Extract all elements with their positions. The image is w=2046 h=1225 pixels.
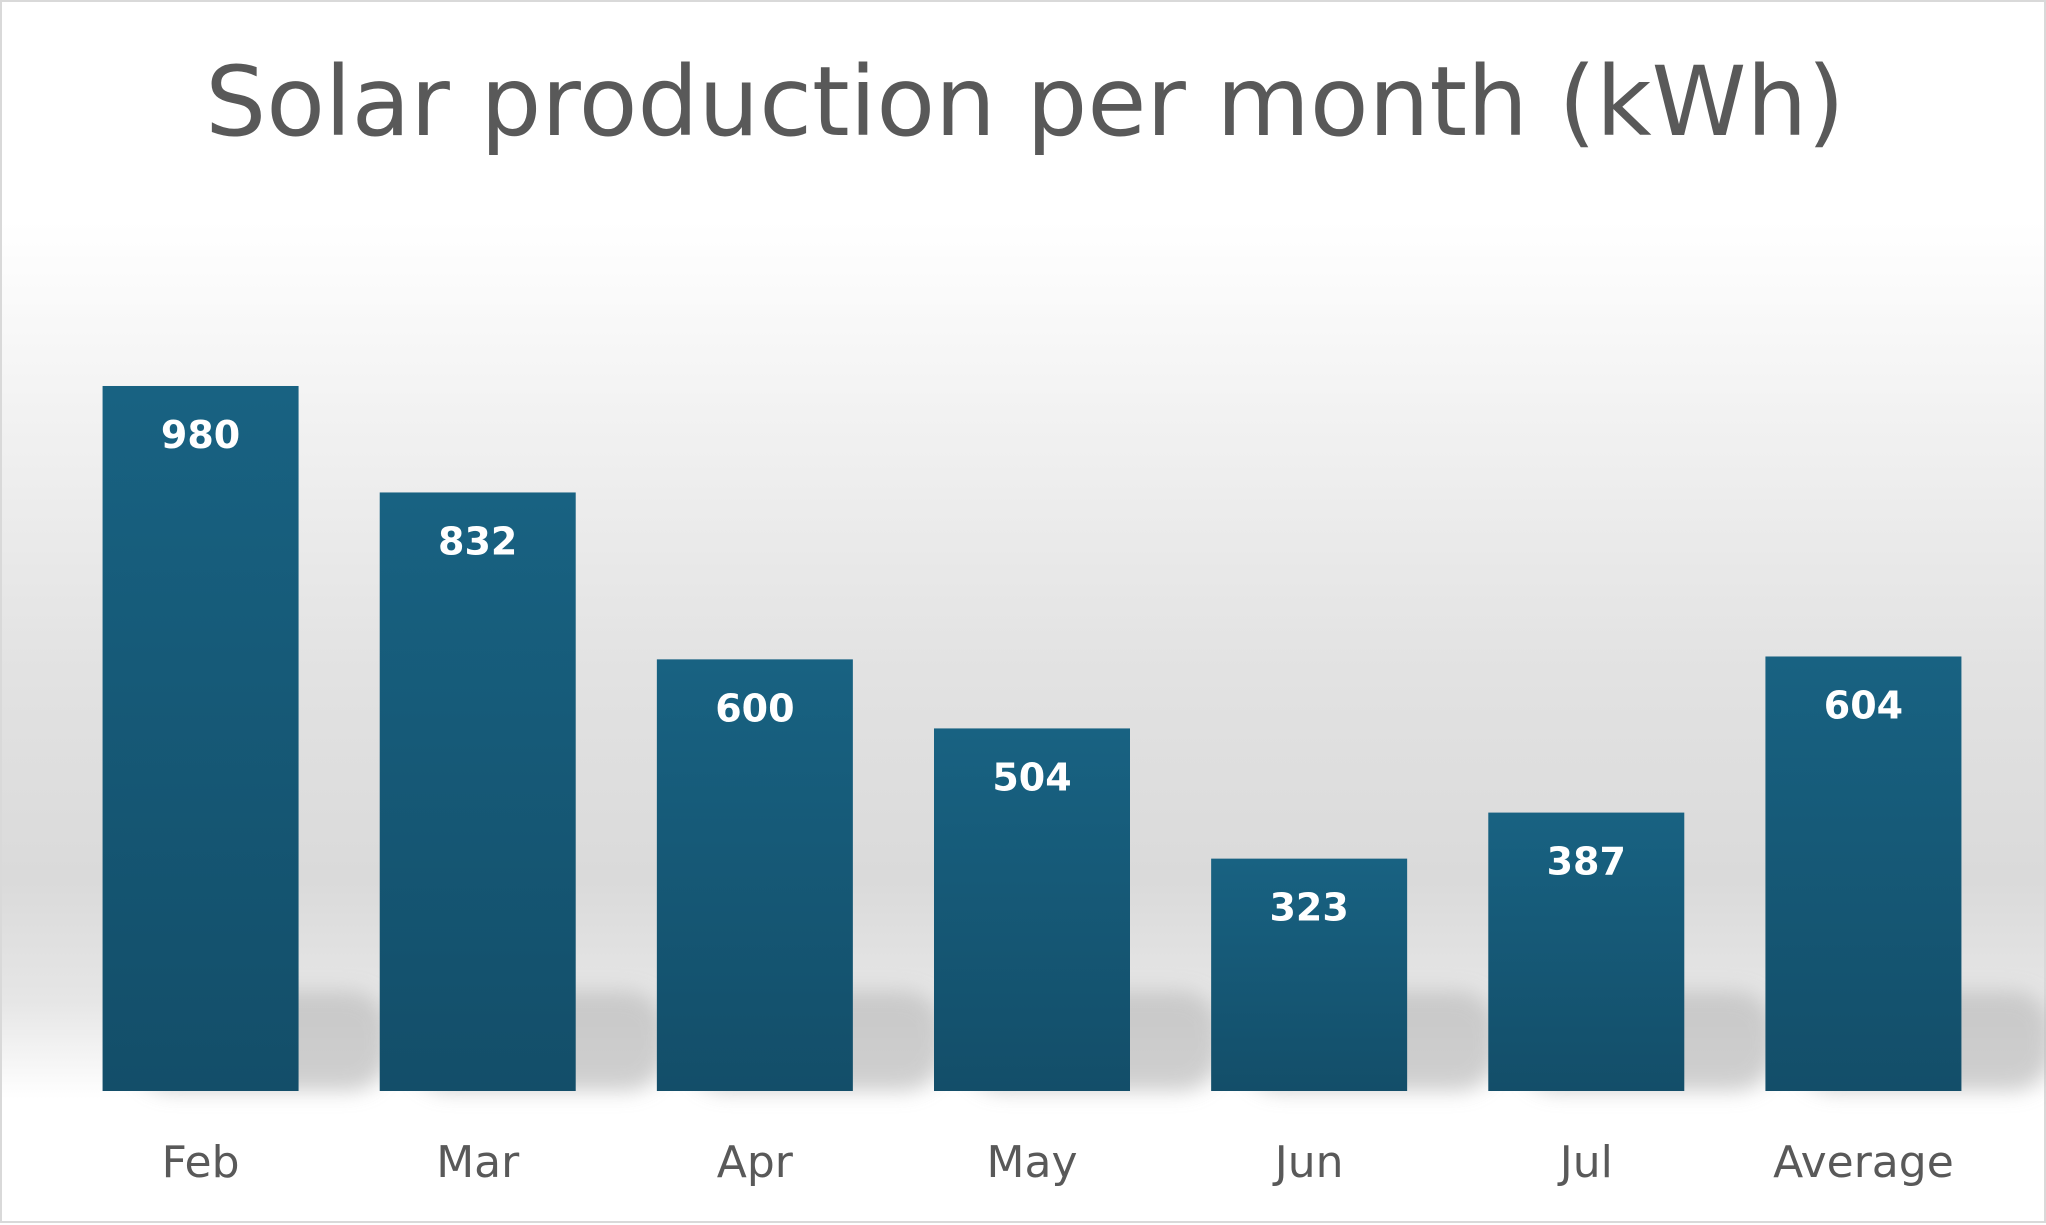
data-label-may: 504: [992, 755, 1071, 799]
category-label-jun: Jun: [1272, 1137, 1344, 1188]
category-label-jul: Jul: [1557, 1137, 1613, 1188]
data-label-jul: 387: [1547, 840, 1626, 884]
data-label-jun: 323: [1269, 886, 1348, 930]
bar-jul: [1488, 812, 1685, 1091]
data-labels: 980 832 600 504 323 387 604: [161, 413, 1903, 930]
data-label-mar: 832: [438, 519, 517, 563]
bar-jun: [1211, 858, 1408, 1091]
category-label-apr: Apr: [717, 1137, 794, 1188]
data-label-apr: 600: [715, 686, 794, 730]
data-label-average: 604: [1824, 683, 1903, 727]
chart-title: Solar production per month (kWh): [205, 46, 1845, 158]
category-label-feb: Feb: [162, 1137, 240, 1188]
bars: [102, 385, 1962, 1091]
bar-may: [934, 728, 1130, 1091]
bar-feb: [102, 385, 299, 1091]
bar-apr: [656, 659, 853, 1091]
category-label-may: May: [987, 1137, 1078, 1188]
data-label-feb: 980: [161, 413, 240, 457]
bar-mar: [379, 492, 576, 1091]
category-axis: Feb Mar Apr May Jun Jul Average: [162, 1137, 1954, 1188]
bar-average: [1765, 656, 1962, 1091]
category-label-average: Average: [1773, 1137, 1954, 1188]
category-label-mar: Mar: [436, 1137, 520, 1188]
